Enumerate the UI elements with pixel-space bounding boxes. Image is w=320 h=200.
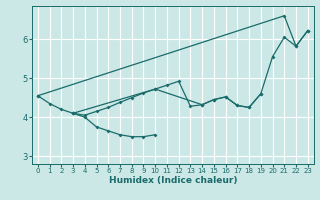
X-axis label: Humidex (Indice chaleur): Humidex (Indice chaleur) — [108, 176, 237, 185]
